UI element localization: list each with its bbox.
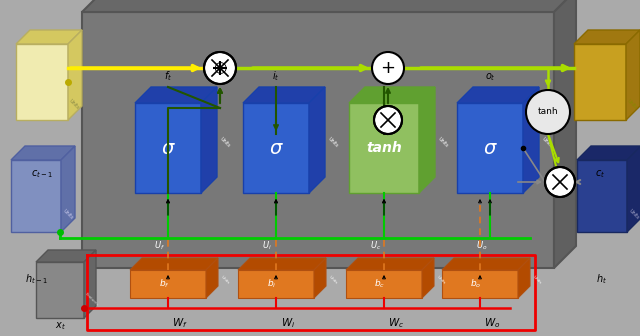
Text: Units: Units bbox=[68, 98, 81, 110]
Text: $U_f$: $U_f$ bbox=[154, 240, 165, 252]
Polygon shape bbox=[84, 250, 96, 318]
Polygon shape bbox=[243, 87, 325, 103]
Polygon shape bbox=[626, 30, 640, 120]
Polygon shape bbox=[554, 0, 576, 268]
Text: $W_i$: $W_i$ bbox=[281, 316, 295, 330]
Text: tanh: tanh bbox=[538, 108, 558, 117]
Text: $U_c$: $U_c$ bbox=[370, 240, 381, 252]
Text: $b_i$: $b_i$ bbox=[268, 278, 276, 290]
Text: $c_t$: $c_t$ bbox=[595, 168, 605, 180]
Text: $c_{t-1}$: $c_{t-1}$ bbox=[31, 168, 53, 180]
Text: $\sigma$: $\sigma$ bbox=[483, 138, 497, 158]
Polygon shape bbox=[442, 258, 530, 270]
Circle shape bbox=[372, 52, 404, 84]
Text: +: + bbox=[381, 59, 396, 77]
Text: $U_o$: $U_o$ bbox=[476, 240, 488, 252]
Polygon shape bbox=[201, 87, 217, 193]
Text: $W_c$: $W_c$ bbox=[388, 316, 404, 330]
Text: $W_f$: $W_f$ bbox=[172, 316, 188, 330]
Text: tanh: tanh bbox=[366, 141, 402, 155]
Polygon shape bbox=[36, 262, 84, 318]
Text: $b_f$: $b_f$ bbox=[159, 278, 170, 290]
Polygon shape bbox=[11, 146, 75, 160]
Text: $h_{t-1}$: $h_{t-1}$ bbox=[24, 272, 47, 286]
Text: Units: Units bbox=[532, 275, 542, 285]
Polygon shape bbox=[82, 0, 576, 12]
Polygon shape bbox=[130, 258, 218, 270]
Polygon shape bbox=[135, 87, 217, 103]
Polygon shape bbox=[457, 103, 523, 193]
Circle shape bbox=[545, 167, 575, 197]
Circle shape bbox=[204, 52, 236, 84]
Text: $\tilde{c}_t$: $\tilde{c}_t$ bbox=[379, 68, 389, 83]
Text: $o_t$: $o_t$ bbox=[484, 71, 495, 83]
Polygon shape bbox=[82, 12, 554, 268]
Text: $i_t$: $i_t$ bbox=[272, 69, 280, 83]
Polygon shape bbox=[16, 44, 68, 120]
Polygon shape bbox=[243, 103, 309, 193]
Polygon shape bbox=[422, 258, 434, 298]
Text: $\sigma$: $\sigma$ bbox=[161, 138, 175, 158]
Polygon shape bbox=[68, 30, 82, 120]
Polygon shape bbox=[61, 146, 75, 232]
Text: Units: Units bbox=[628, 208, 640, 220]
Polygon shape bbox=[577, 160, 627, 232]
Polygon shape bbox=[135, 103, 201, 193]
Polygon shape bbox=[238, 258, 326, 270]
Polygon shape bbox=[627, 146, 640, 232]
Polygon shape bbox=[11, 160, 61, 232]
Polygon shape bbox=[349, 87, 435, 103]
Text: $U_i$: $U_i$ bbox=[262, 240, 272, 252]
Text: Units: Units bbox=[541, 137, 554, 149]
Polygon shape bbox=[419, 87, 435, 193]
Text: Features: Features bbox=[84, 292, 99, 308]
Circle shape bbox=[374, 106, 402, 134]
Polygon shape bbox=[36, 250, 96, 262]
Polygon shape bbox=[16, 30, 82, 44]
Polygon shape bbox=[523, 87, 539, 193]
Text: $x_t$: $x_t$ bbox=[54, 320, 65, 332]
Polygon shape bbox=[238, 270, 314, 298]
Text: Units: Units bbox=[436, 275, 446, 285]
Polygon shape bbox=[349, 103, 419, 193]
Polygon shape bbox=[457, 87, 539, 103]
Text: $b_o$: $b_o$ bbox=[470, 278, 482, 290]
Text: $f_t$: $f_t$ bbox=[164, 69, 172, 83]
Text: ○: ○ bbox=[213, 60, 227, 76]
Polygon shape bbox=[206, 258, 218, 298]
Text: $b_c$: $b_c$ bbox=[374, 278, 385, 290]
Polygon shape bbox=[574, 30, 640, 44]
Polygon shape bbox=[518, 258, 530, 298]
Polygon shape bbox=[130, 270, 206, 298]
Text: $W_o$: $W_o$ bbox=[484, 316, 500, 330]
Polygon shape bbox=[346, 270, 422, 298]
Polygon shape bbox=[309, 87, 325, 193]
Text: $\sigma$: $\sigma$ bbox=[269, 138, 284, 158]
Text: $h_t$: $h_t$ bbox=[596, 272, 607, 286]
Circle shape bbox=[526, 90, 570, 134]
Text: Units: Units bbox=[328, 275, 339, 285]
Text: Units: Units bbox=[219, 137, 232, 149]
Text: Units: Units bbox=[437, 137, 449, 149]
Polygon shape bbox=[442, 270, 518, 298]
Text: Units: Units bbox=[626, 98, 638, 110]
Polygon shape bbox=[577, 146, 640, 160]
Polygon shape bbox=[314, 258, 326, 298]
Text: Units: Units bbox=[62, 208, 74, 220]
Text: Units: Units bbox=[220, 275, 230, 285]
Polygon shape bbox=[346, 258, 434, 270]
Polygon shape bbox=[574, 44, 626, 120]
Text: Units: Units bbox=[327, 137, 339, 149]
